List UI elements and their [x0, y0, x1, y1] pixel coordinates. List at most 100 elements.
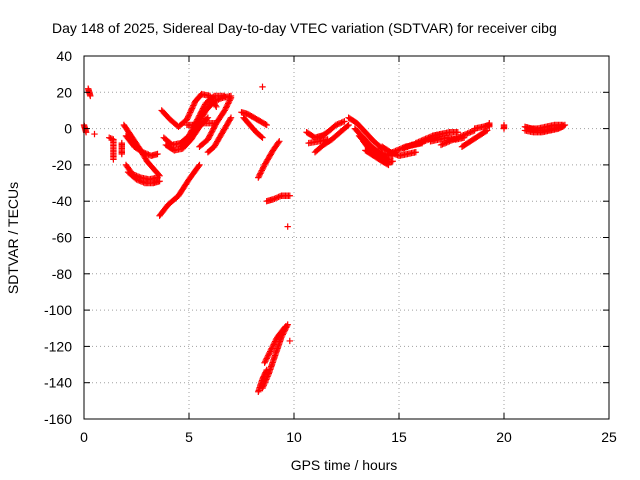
data-point	[225, 100, 232, 107]
data-point	[195, 162, 202, 170]
data-point	[188, 105, 196, 112]
data-point	[187, 107, 194, 115]
data-point	[400, 145, 407, 152]
data-point	[227, 94, 235, 101]
data-point	[262, 377, 269, 385]
data-point	[215, 96, 222, 103]
data-point	[133, 176, 140, 183]
data-point	[190, 100, 198, 108]
data-point	[261, 359, 268, 366]
data-point	[500, 125, 508, 132]
data-point	[261, 380, 268, 387]
data-point	[107, 135, 114, 142]
data-point	[449, 136, 456, 144]
data-point	[221, 107, 228, 114]
data-point	[457, 133, 464, 140]
data-point	[374, 147, 381, 155]
axis-ticks: 0 5 10 15 20 25 40 20 0 -20 -40 -60 -80 -100 -120 -140 -…	[44, 48, 617, 445]
data-point	[140, 179, 147, 186]
data-point	[106, 134, 113, 141]
data-point	[216, 95, 223, 103]
data-point	[386, 150, 394, 157]
data-point	[137, 178, 144, 185]
data-point	[263, 374, 271, 382]
data-point	[339, 118, 347, 126]
data-point	[345, 121, 352, 129]
data-point	[412, 148, 419, 156]
data-point	[335, 120, 342, 127]
data-point	[414, 139, 421, 146]
data-point	[271, 195, 278, 202]
data-point	[255, 172, 263, 180]
data-point	[393, 147, 401, 154]
data-point	[421, 136, 428, 143]
data-point	[344, 122, 351, 130]
data-point	[332, 121, 340, 129]
data-point	[338, 119, 345, 126]
data-point	[385, 161, 392, 169]
data-point	[269, 344, 276, 351]
data-point	[185, 112, 193, 119]
data-point	[267, 346, 275, 354]
data-point	[255, 174, 262, 181]
data-point	[396, 145, 403, 153]
data-point	[262, 356, 270, 364]
data-point	[110, 156, 117, 163]
data-point	[142, 150, 149, 157]
data-point	[259, 383, 267, 390]
x-tick-label: 20	[496, 429, 512, 445]
data-point	[218, 95, 225, 102]
data-point	[196, 161, 203, 169]
data-point	[404, 143, 411, 150]
data-point	[256, 171, 263, 178]
x-axis-label: GPS time / hours	[291, 457, 398, 473]
data-point	[186, 109, 194, 116]
x-tick-label: 10	[286, 429, 302, 445]
data-point	[284, 223, 291, 230]
data-point	[225, 98, 233, 106]
data-point	[267, 348, 274, 355]
data-point	[416, 138, 424, 145]
data-point	[91, 130, 98, 138]
data-point	[269, 196, 277, 203]
data-point	[274, 194, 281, 201]
data-point	[264, 371, 272, 379]
data-point	[453, 135, 460, 142]
data-point	[269, 342, 277, 349]
data-point	[286, 192, 293, 199]
data-point	[464, 130, 471, 137]
data-point	[263, 376, 270, 383]
data-points	[80, 83, 569, 395]
data-point	[87, 92, 94, 100]
data-point	[223, 103, 230, 110]
data-point	[270, 341, 277, 348]
data-point	[418, 137, 425, 144]
data-point	[183, 116, 191, 123]
x-tick-label: 25	[601, 429, 617, 445]
data-point	[204, 114, 212, 121]
data-point	[442, 139, 449, 147]
data-point	[261, 379, 269, 386]
data-point	[263, 121, 270, 129]
data-point	[272, 336, 279, 344]
data-point	[139, 148, 146, 156]
data-point	[258, 133, 265, 140]
data-point	[275, 139, 282, 146]
data-point	[262, 358, 269, 365]
data-point	[390, 148, 398, 155]
data-point	[275, 193, 282, 201]
y-tick-label: -100	[44, 302, 72, 318]
data-point	[262, 121, 269, 128]
data-point	[460, 132, 467, 139]
data-point	[118, 150, 125, 158]
data-point	[213, 96, 221, 104]
x-tick-label: 5	[185, 429, 193, 445]
data-point	[395, 146, 402, 153]
data-point	[264, 353, 271, 361]
data-point	[227, 114, 235, 121]
data-point	[263, 355, 270, 362]
data-point	[138, 178, 146, 186]
y-tick-label: -40	[52, 193, 72, 209]
y-tick-label: 40	[56, 48, 72, 64]
data-point	[184, 114, 191, 122]
